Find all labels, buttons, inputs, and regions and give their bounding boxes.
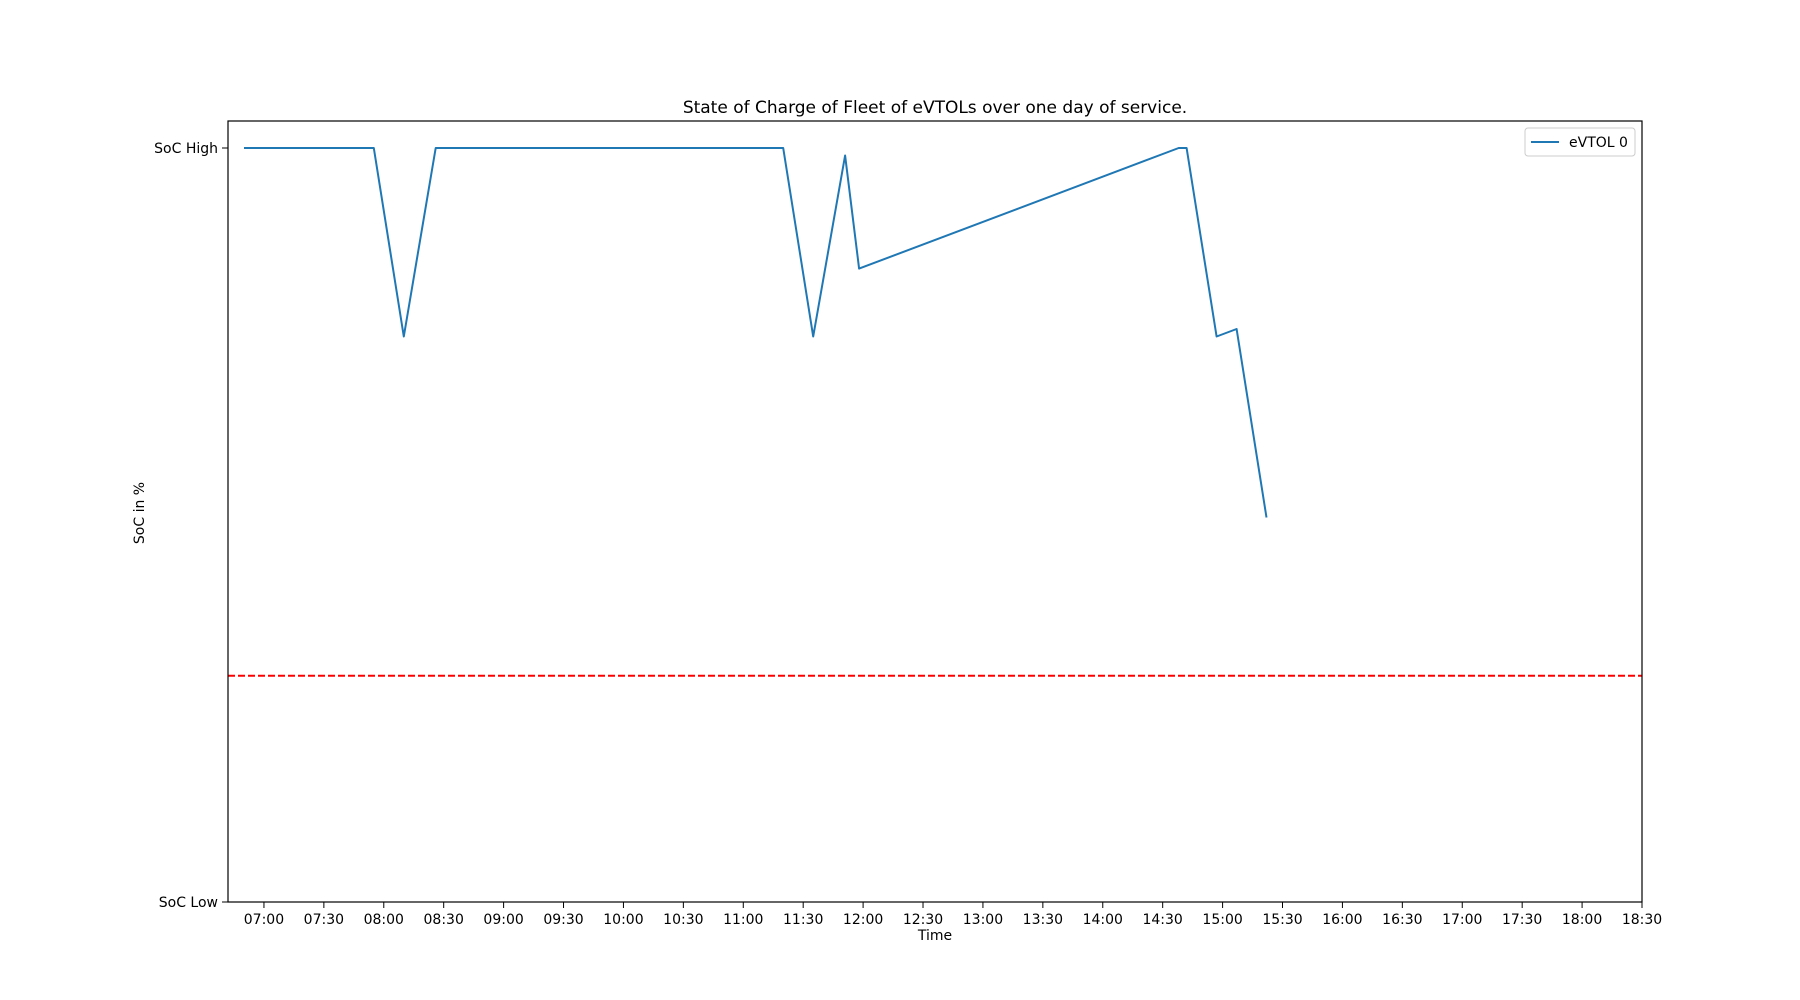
- x-axis-label: Time: [917, 928, 952, 944]
- chart-title: State of Charge of Fleet of eVTOLs over …: [683, 98, 1187, 118]
- x-tick-label: 10:30: [663, 912, 703, 928]
- x-tick-label: 08:00: [364, 912, 404, 928]
- x-tick-label: 12:30: [903, 912, 943, 928]
- x-tick-label: 17:30: [1502, 912, 1542, 928]
- series-line-evtol-0: [244, 147, 1268, 518]
- legend: eVTOL 0: [1524, 127, 1636, 157]
- x-tick-label: 11:00: [723, 912, 763, 928]
- x-tick-label: 15:00: [1202, 912, 1242, 928]
- x-tick-label: 10:00: [603, 912, 643, 928]
- legend-box: [1524, 127, 1636, 157]
- x-tick-label: 13:00: [963, 912, 1003, 928]
- x-tick-label: 12:00: [843, 912, 883, 928]
- y-axis-label: SoC in %: [132, 482, 148, 544]
- y-tick-label: SoC High: [154, 141, 218, 157]
- x-tick-label: 08:30: [424, 912, 464, 928]
- x-tick-label: 15:30: [1262, 912, 1302, 928]
- x-tick-label: 07:00: [244, 912, 284, 928]
- x-tick-label: 09:30: [543, 912, 583, 928]
- x-tick-label: 18:30: [1622, 912, 1662, 928]
- x-tick-label: 17:00: [1442, 912, 1482, 928]
- y-tick-label: SoC Low: [159, 895, 218, 911]
- x-tick-label: 11:30: [783, 912, 823, 928]
- x-tick-label: 13:30: [1023, 912, 1063, 928]
- x-tick-label: 16:00: [1322, 912, 1362, 928]
- x-tick-label: 07:30: [304, 912, 344, 928]
- plot-frame: [227, 120, 1643, 903]
- x-tick-label: 16:30: [1382, 912, 1422, 928]
- x-tick-label: 18:00: [1562, 912, 1602, 928]
- legend-label: eVTOL 0: [1569, 135, 1628, 151]
- x-tick-label: 14:00: [1083, 912, 1123, 928]
- axes: 07:00 07:30 08:00 08:30 09:00 09:30 10:00 10:30…: [154, 120, 1662, 928]
- x-tick-label: 14:30: [1142, 912, 1182, 928]
- x-tick-label: 09:00: [483, 912, 523, 928]
- plot-area: [228, 147, 1642, 677]
